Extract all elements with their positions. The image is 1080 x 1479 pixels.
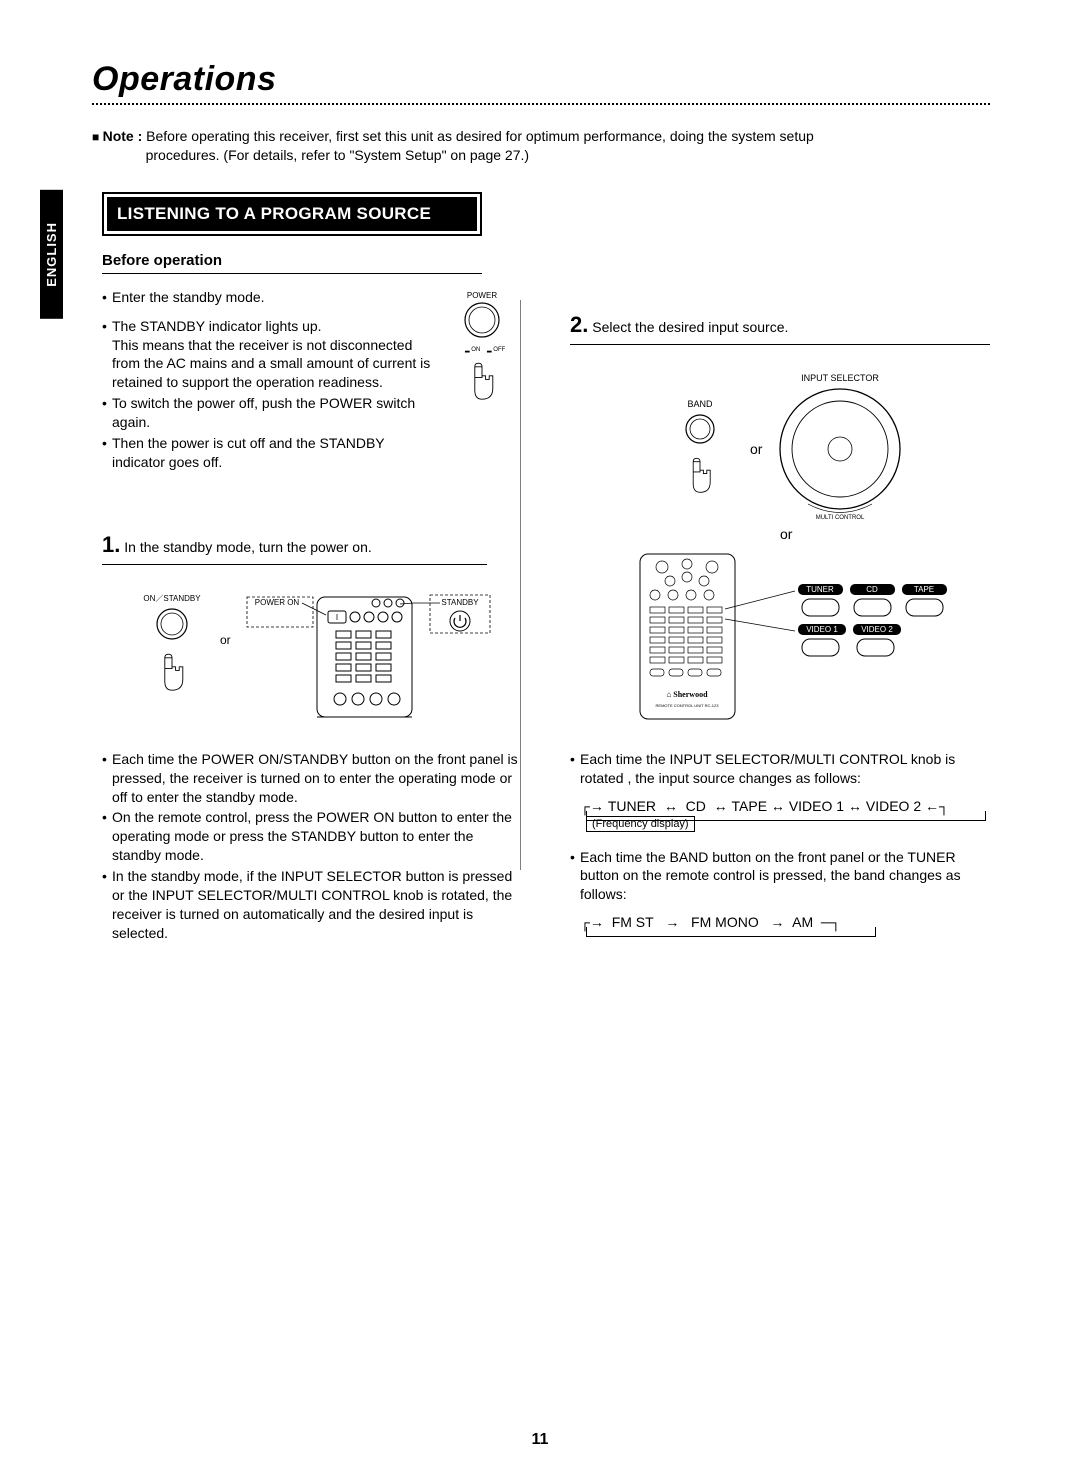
bullet: To switch the power off, push the POWER …: [102, 394, 432, 432]
svg-text:or: or: [220, 633, 231, 647]
step2-heading: 2. Select the desired input source.: [570, 312, 990, 345]
on-label: ▂ ON: [464, 347, 480, 353]
before-operation-heading: Before operation: [102, 252, 482, 274]
svg-text:TAPE: TAPE: [914, 585, 934, 594]
right-column: 2. Select the desired input source. INPU…: [570, 192, 990, 953]
page-title: Operations: [92, 60, 276, 98]
section-heading-box: LISTENING TO A PROGRAM SOURCE: [102, 192, 482, 236]
power-knob-outer: [465, 303, 499, 337]
svg-text:ON／STANDBY: ON／STANDBY: [143, 594, 201, 603]
bullet: The STANDBY indicator lights up. This me…: [102, 317, 432, 393]
svg-text:INPUT SELECTOR: INPUT SELECTOR: [801, 373, 879, 383]
svg-text:or: or: [780, 526, 793, 542]
svg-text:⌂ Sherwood: ⌂ Sherwood: [666, 690, 708, 699]
step1-diagram: ON／STANDBY or I: [102, 579, 522, 732]
page: ENGLISH Operations ■ Note : Before opera…: [0, 0, 1080, 1479]
power-label: POWER: [467, 291, 497, 300]
hand-icon: [165, 654, 183, 690]
note-line1: Before operating this receiver, first se…: [146, 128, 814, 144]
before-bullets: Enter the standby mode.: [102, 288, 432, 307]
frequency-display-box: (Frequency display): [586, 816, 695, 832]
square-icon: ■: [92, 130, 103, 144]
step2-diagram: INPUT SELECTOR MULTI CONTROL BAND or or: [570, 359, 990, 732]
svg-text:VIDEO 1: VIDEO 1: [806, 625, 838, 634]
svg-text:STANDBY: STANDBY: [441, 598, 479, 607]
bullet: Then the power is cut off and the STANDB…: [102, 434, 432, 472]
bullet: Each time the POWER ON/STANDBY button on…: [102, 750, 522, 807]
note-lead: Note :: [103, 128, 143, 144]
step2-bullets: Each time the INPUT SELECTOR/MULTI CONTR…: [570, 750, 990, 788]
svg-text:POWER ON: POWER ON: [255, 598, 300, 607]
svg-text:CD: CD: [866, 585, 878, 594]
svg-text:or: or: [750, 441, 763, 457]
note-block: ■ Note : Before operating this receiver,…: [92, 127, 990, 164]
language-tab: ENGLISH: [40, 190, 63, 319]
step1-heading: 1. In the standby mode, turn the power o…: [102, 532, 487, 565]
hand-icon: [693, 458, 710, 492]
title-rule: [92, 103, 990, 105]
band-flow: ┌→ FM ST → FM MONO → AM ─┐: [580, 914, 990, 940]
power-diagram: POWER ▂ ON ▂ OFF: [442, 288, 522, 482]
title-row: Operations: [92, 60, 990, 105]
bullet: In the standby mode, if the INPUT SELECT…: [102, 867, 522, 943]
off-label: ▂ OFF: [486, 347, 506, 353]
page-number: 11: [532, 1431, 549, 1449]
step2-bullets2: Each time the BAND button on the front p…: [570, 848, 990, 905]
left-column: LISTENING TO A PROGRAM SOURCE Before ope…: [102, 192, 522, 953]
power-knob-inner: [469, 307, 495, 333]
bullet: On the remote control, press the POWER O…: [102, 808, 522, 865]
svg-text:I: I: [336, 613, 338, 622]
section-heading: LISTENING TO A PROGRAM SOURCE: [107, 197, 477, 231]
step1-bullets: Each time the POWER ON/STANDBY button on…: [102, 750, 522, 943]
svg-text:TUNER: TUNER: [806, 585, 834, 594]
svg-text:BAND: BAND: [687, 399, 713, 409]
hand-icon: [475, 363, 493, 399]
note-line2: procedures. (For details, refer to "Syst…: [146, 147, 529, 163]
bullet: Each time the INPUT SELECTOR/MULTI CONTR…: [570, 750, 990, 788]
bullet: Enter the standby mode.: [102, 288, 432, 307]
bullet: Each time the BAND button on the front p…: [570, 848, 990, 905]
svg-text:REMOTE CONTROL UNIT RC-123: REMOTE CONTROL UNIT RC-123: [656, 703, 720, 708]
input-source-flow: ┌→ TUNER ↔ CD ↔ TAPE ↔ VIDEO 1 ↔ VIDEO 2…: [580, 798, 990, 842]
svg-text:VIDEO 2: VIDEO 2: [861, 625, 893, 634]
svg-text:MULTI CONTROL: MULTI CONTROL: [816, 515, 865, 521]
